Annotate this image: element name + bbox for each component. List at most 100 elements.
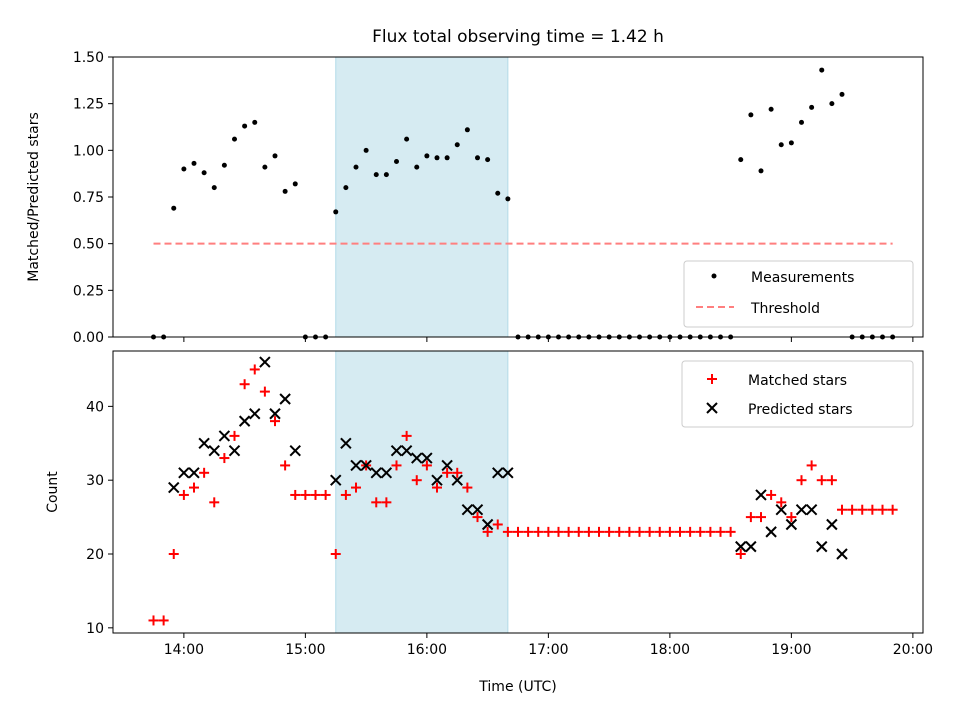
measurement-point bbox=[454, 142, 460, 148]
matched-star-point bbox=[725, 526, 736, 537]
matched-star-point bbox=[148, 615, 159, 626]
matched-star-point bbox=[826, 475, 837, 486]
matched-star-point bbox=[351, 482, 361, 493]
x-tick-label: 19:00 bbox=[771, 642, 811, 658]
matched-star-point bbox=[391, 460, 402, 471]
measurement-point bbox=[485, 157, 491, 163]
predicted-star-point bbox=[238, 415, 251, 427]
predicted-star-point bbox=[269, 408, 281, 420]
predicted-star-point bbox=[492, 467, 504, 479]
x-tick-label: 17:00 bbox=[528, 642, 568, 658]
x-axis-label: Time (UTC) bbox=[478, 679, 556, 695]
x-tick-label: 15:00 bbox=[285, 642, 325, 658]
measurement-point bbox=[242, 123, 248, 129]
measurement-point bbox=[819, 67, 825, 73]
matched-star-point bbox=[533, 526, 544, 537]
predicted-star-point bbox=[340, 437, 352, 449]
top-legend: Measurements Threshold bbox=[683, 260, 914, 328]
top-y-tick-label: 0.00 bbox=[73, 330, 104, 346]
bottom-legend-box bbox=[681, 360, 914, 428]
measurement-point bbox=[221, 162, 227, 168]
x-tick-label: 18:00 bbox=[650, 642, 690, 658]
matched-star-point bbox=[735, 549, 746, 560]
matched-star-point bbox=[320, 489, 331, 500]
top-panel: 0.00 0.25 0.50 0.75 1.00 1.25 1.50 Flux total … bbox=[26, 27, 924, 346]
matched-star-point bbox=[583, 526, 594, 537]
measurement-point bbox=[799, 119, 804, 125]
predicted-star-point bbox=[795, 504, 808, 516]
predicted-star-point bbox=[481, 518, 494, 531]
top-y-axis: 0.00 0.25 0.50 0.75 1.00 1.25 1.50 bbox=[73, 50, 113, 346]
bottom-y-axis: 10 20 30 40 bbox=[86, 399, 113, 637]
matched-star-point bbox=[219, 453, 230, 464]
predicted-star-point bbox=[735, 540, 747, 553]
top-y-tick-label: 1.50 bbox=[73, 50, 104, 66]
predicted-star-point bbox=[198, 437, 210, 449]
predicted-star-point bbox=[279, 393, 291, 405]
matched-star-point bbox=[280, 460, 291, 471]
predicted-star-point bbox=[380, 467, 393, 479]
measurement-point bbox=[262, 164, 268, 170]
measurement-point bbox=[414, 164, 420, 170]
predicted-star-point bbox=[775, 504, 787, 516]
predicted-star-point bbox=[178, 467, 190, 479]
predicted-star-point bbox=[451, 474, 463, 486]
legend-predicted-marker bbox=[706, 402, 718, 414]
matched-star-point bbox=[766, 489, 777, 500]
top-y-tick-label: 0.50 bbox=[73, 237, 104, 253]
bottom-legend: Matched stars Predicted stars bbox=[681, 360, 914, 428]
matched-star-point bbox=[482, 526, 493, 537]
matched-star-point bbox=[199, 467, 210, 478]
matched-star-point bbox=[229, 430, 240, 441]
matched-star-point bbox=[462, 482, 473, 493]
matched-star-point bbox=[816, 475, 827, 486]
predicted-star-point bbox=[461, 504, 474, 516]
predicted-star-point bbox=[785, 518, 798, 531]
top-y-tick-label: 1.00 bbox=[73, 143, 104, 159]
matched-star-point bbox=[178, 489, 189, 500]
matched-star-point bbox=[664, 526, 675, 537]
x-tick-label: 16:00 bbox=[407, 642, 447, 658]
bottom-plot-frame bbox=[112, 350, 924, 634]
measurement-point bbox=[373, 172, 379, 178]
matched-star-point bbox=[249, 364, 260, 375]
measurement-point bbox=[475, 155, 480, 161]
measurement-point bbox=[252, 119, 258, 125]
measurement-point bbox=[353, 164, 359, 170]
measurement-point bbox=[211, 185, 217, 191]
top-shaded-span bbox=[335, 56, 509, 338]
predicted-star-point bbox=[188, 467, 200, 479]
top-y-tick-label: 0.25 bbox=[73, 283, 104, 299]
matched-star-point bbox=[614, 526, 625, 537]
measurement-point bbox=[292, 181, 298, 187]
measurement-point bbox=[758, 168, 764, 174]
measurement-point bbox=[464, 127, 470, 133]
measurement-point bbox=[333, 209, 339, 215]
matched-star-point bbox=[411, 475, 422, 486]
top-x-axis bbox=[183, 337, 914, 342]
predicted-star-point bbox=[431, 474, 443, 486]
legend-matched-label: Matched stars bbox=[748, 373, 847, 389]
predicted-star-point bbox=[228, 444, 241, 457]
matched-star-point bbox=[877, 504, 888, 515]
matched-star-point bbox=[806, 460, 817, 471]
measurement-point bbox=[343, 185, 349, 191]
legend-measurements-marker bbox=[711, 273, 717, 279]
matched-star-point bbox=[847, 504, 858, 515]
matched-star-point bbox=[756, 512, 766, 523]
legend-predicted-label: Predicted stars bbox=[748, 402, 853, 418]
measurement-point bbox=[748, 112, 754, 118]
predicted-star-point bbox=[765, 526, 777, 538]
matched-star-point bbox=[168, 549, 179, 560]
predicted-star-point bbox=[390, 444, 403, 457]
legend-measurements-label: Measurements bbox=[751, 270, 854, 286]
predicted-star-point bbox=[218, 430, 231, 442]
measurement-point bbox=[738, 157, 744, 163]
measurement-point bbox=[404, 136, 410, 142]
measurement-point bbox=[282, 188, 288, 194]
matched-star-point bbox=[675, 526, 685, 537]
bottom-y-tick-label: 20 bbox=[86, 547, 104, 563]
x-tick-label: 20:00 bbox=[893, 642, 933, 658]
matched-star-point bbox=[239, 379, 250, 390]
matched-star-point bbox=[745, 512, 756, 523]
